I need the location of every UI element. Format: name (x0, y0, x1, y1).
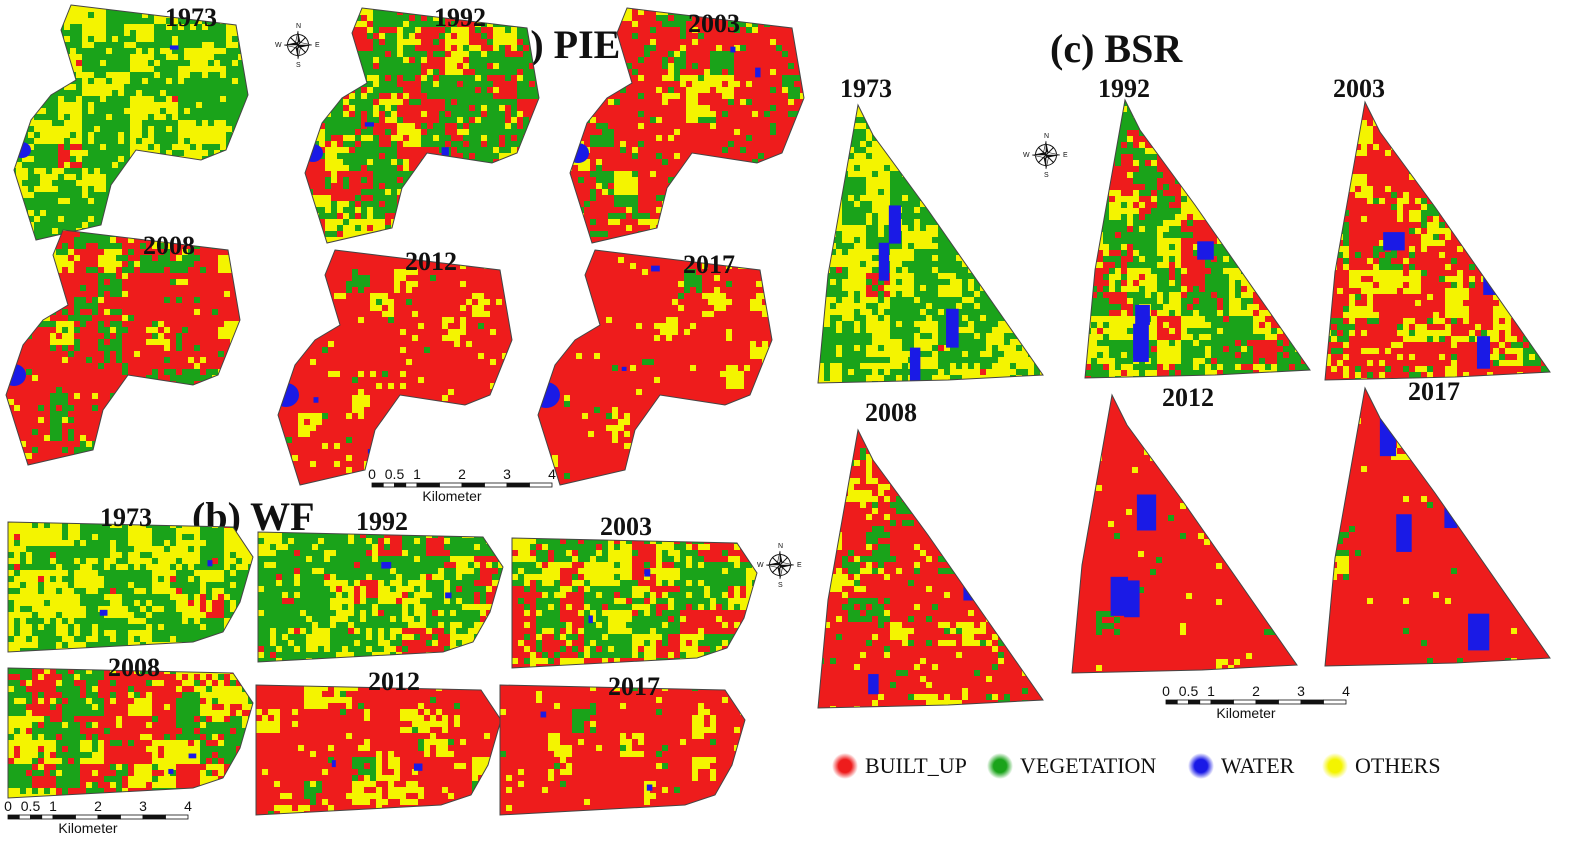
legend-item-water: WATER (1188, 753, 1295, 779)
compass-w-label: W (1023, 152, 1030, 159)
compass-e-label: E (797, 562, 802, 569)
compass-rose-bsr: N S E W (1023, 133, 1068, 179)
scale-bar-wf: 0 0.5 1 2 3 4 Kilometer (4, 798, 192, 836)
map-pie-1992 (304, 7, 540, 244)
compass-s-label: S (778, 582, 783, 589)
map-wf-2012 (255, 684, 502, 816)
year-label-bsr-2012: 2012 (1162, 383, 1214, 412)
scale-tick-label: 1 (49, 798, 57, 814)
compass-w-label: W (275, 42, 282, 49)
scale-tick-label: 1 (1207, 683, 1215, 699)
scale-tick-label: 3 (139, 798, 147, 814)
compass-e-label: E (315, 42, 320, 49)
map-wf-1992 (257, 531, 504, 663)
scale-tick-label: 0 (368, 466, 376, 482)
map-bsr-1973 (817, 103, 1044, 384)
year-label-bsr-2017: 2017 (1408, 377, 1460, 406)
map-bsr-2008 (817, 428, 1044, 709)
legend: BUILT_UP VEGETATION WATER OTHERS (832, 753, 1441, 779)
compass-n-label: N (1044, 133, 1049, 140)
scale-unit-label: Kilometer (1216, 705, 1275, 721)
year-label-bsr-2008: 2008 (865, 398, 917, 427)
legend-label-others: OTHERS (1355, 753, 1441, 778)
map-pie-2017 (537, 249, 773, 486)
year-label-wf-1973: 1973 (100, 503, 152, 532)
year-label-wf-2017: 2017 (608, 672, 660, 701)
scale-tick-label: 0.5 (385, 466, 405, 482)
year-label-pie-2003: 2003 (688, 9, 740, 38)
compass-s-label: S (1044, 172, 1049, 179)
map-pie-2012 (277, 249, 513, 486)
legend-swatch-others (1322, 753, 1348, 779)
scale-tick-label: 1 (413, 466, 421, 482)
scale-tick-label: 3 (1297, 683, 1305, 699)
compass-rose-wf: N S E W (757, 543, 802, 589)
year-label-pie-1973: 1973 (165, 3, 217, 32)
year-label-bsr-2003: 2003 (1333, 74, 1385, 103)
scale-tick-label: 4 (184, 798, 192, 814)
scale-tick-label: 4 (548, 466, 556, 482)
legend-swatch-vegetation (987, 753, 1013, 779)
compass-n-label: N (778, 543, 783, 550)
compass-e-label: E (1063, 152, 1068, 159)
panel-b-wf: (b) WF 1973 1992 2003 2008 2012 2017 NSE… (4, 494, 802, 836)
scale-unit-label: Kilometer (422, 488, 481, 504)
year-label-pie-2017: 2017 (683, 250, 735, 279)
legend-swatch-built-up (832, 753, 858, 779)
legend-item-others: OTHERS (1322, 753, 1441, 779)
map-pie-1973 (13, 4, 249, 241)
legend-swatch-water (1188, 753, 1214, 779)
scale-tick-label: 2 (94, 798, 102, 814)
scale-tick-label: 3 (503, 466, 511, 482)
map-bsr-2012 (1071, 393, 1298, 674)
scale-bar-pie: 0 0.5 1 2 3 4 Kilometer (368, 466, 556, 504)
scale-unit-label: Kilometer (58, 820, 117, 836)
map-bsr-2017 (1324, 386, 1551, 667)
scale-tick-label: 0.5 (1179, 683, 1199, 699)
legend-label-vegetation: VEGETATION (1020, 753, 1156, 778)
panel-a-pie: (a) PIE 1973 1992 2003 2008 2012 2017 NS… (5, 3, 805, 504)
scale-tick-label: 2 (458, 466, 466, 482)
panel-c-bsr: (c) BSR 1973 1992 2003 2008 2012 2017 N S… (817, 26, 1551, 721)
legend-item-built-up: BUILT_UP (832, 753, 967, 779)
scale-tick-label: 2 (1252, 683, 1260, 699)
year-label-pie-1992: 1992 (434, 3, 486, 32)
map-wf-1973 (7, 521, 254, 653)
year-label-pie-2008: 2008 (143, 231, 195, 260)
map-wf-2017 (499, 684, 746, 816)
scale-tick-label: 0 (4, 798, 12, 814)
year-label-wf-2008: 2008 (108, 653, 160, 682)
scale-tick-label: 4 (1342, 683, 1350, 699)
year-label-wf-1992: 1992 (356, 507, 408, 536)
legend-item-vegetation: VEGETATION (987, 753, 1156, 779)
year-label-wf-2003: 2003 (600, 512, 652, 541)
compass-n-label: N (296, 23, 301, 30)
year-label-bsr-1992: 1992 (1098, 74, 1150, 103)
map-bsr-1992 (1084, 98, 1311, 379)
scale-tick-label: 0.5 (21, 798, 41, 814)
legend-label-built-up: BUILT_UP (865, 753, 967, 778)
map-pie-2008 (5, 229, 241, 466)
map-bsr-2003 (1324, 100, 1551, 381)
compass-s-label: S (296, 62, 301, 69)
year-label-bsr-1973: 1973 (840, 74, 892, 103)
map-wf-2003 (511, 537, 758, 669)
compass-rose-pie: N S E W (275, 23, 320, 69)
panel-title-c: (c) BSR (1050, 26, 1183, 71)
map-wf-2008 (7, 667, 254, 799)
scale-bar-bsr: 0 0.5 1 2 3 4 Kilometer (1162, 683, 1350, 721)
compass-w-label: W (757, 562, 764, 569)
scale-tick-label: 0 (1162, 683, 1170, 699)
year-label-wf-2012: 2012 (368, 667, 420, 696)
year-label-pie-2012: 2012 (405, 247, 457, 276)
legend-label-water: WATER (1221, 753, 1295, 778)
